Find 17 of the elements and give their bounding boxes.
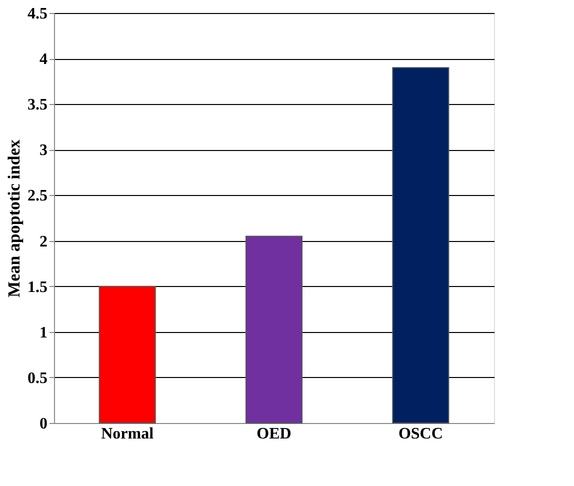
x-tick-label: OED [256, 426, 292, 442]
y-tick-label: 2 [40, 233, 48, 250]
y-tick-label: 1.5 [28, 278, 48, 296]
bar [392, 67, 450, 424]
y-tick-label: 4 [40, 51, 48, 68]
y-tick-label: 3 [40, 142, 48, 160]
x-tick-label: Normal [101, 426, 154, 442]
bar [98, 286, 156, 424]
y-tick-label: 4.5 [28, 6, 48, 22]
y-tick-label: 1 [40, 324, 48, 342]
y-tick-label: 2.5 [28, 188, 48, 205]
y-axis-title: Mean apoptotic index [4, 139, 24, 298]
y-tick-label: 0.5 [28, 370, 48, 387]
y-tick-label: 3.5 [28, 96, 48, 114]
x-tick-label: OSCC [398, 426, 443, 442]
y-tick-label: 0 [40, 416, 48, 432]
bar [246, 236, 302, 424]
